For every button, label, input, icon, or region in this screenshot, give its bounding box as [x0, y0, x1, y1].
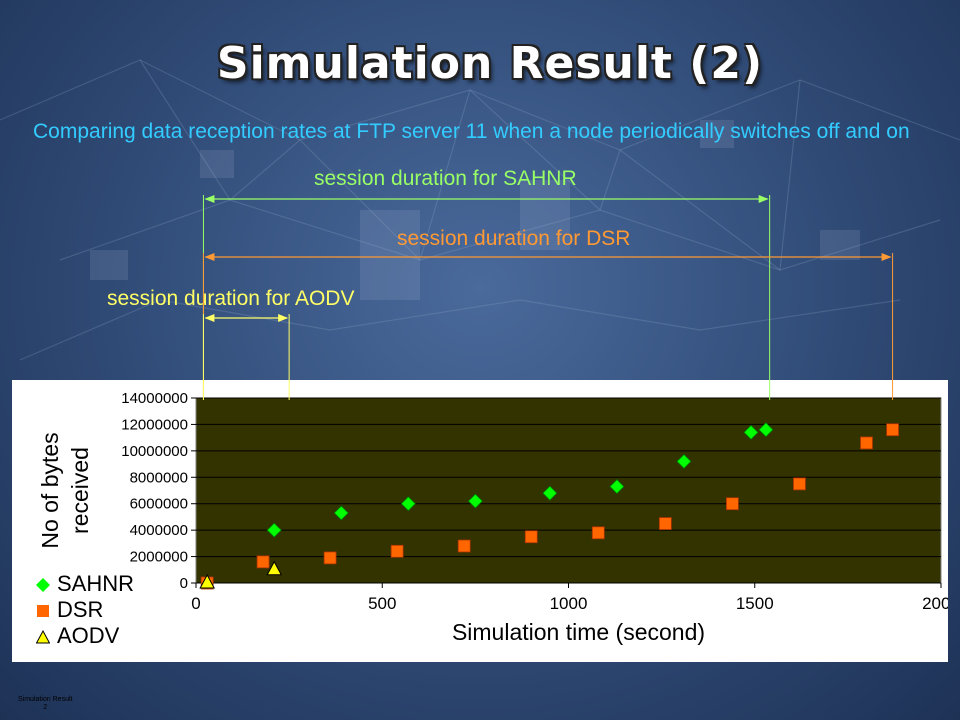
slide-footer: Simulation Result 2 — [18, 696, 72, 712]
data-point-sahnr — [542, 485, 558, 501]
triangle-marker-icon — [36, 630, 50, 644]
data-point-sahnr — [758, 422, 774, 438]
x-axis-label: Simulation time (second) — [452, 619, 705, 645]
x-tick-label: 500 — [368, 594, 396, 613]
data-point-dsr — [886, 423, 899, 437]
annotation-dsr: session duration for DSR — [397, 227, 631, 250]
y-tick-label: 2000000 — [130, 549, 188, 566]
annotation-sahnr: session duration for SAHNR — [314, 167, 577, 190]
y-axis-label: No of bytes received — [37, 432, 93, 548]
chart-panel: 0 2000000 4000000 6000000 8000000 10000000 120… — [12, 380, 948, 662]
slide-subtitle: Comparing data reception rates at FTP se… — [33, 120, 910, 143]
diamond-marker-icon — [36, 578, 50, 592]
footer-title: Simulation Result — [18, 696, 73, 703]
data-point-dsr — [524, 530, 538, 544]
legend-label: AODV — [57, 623, 120, 648]
data-point-dsr — [457, 539, 471, 553]
footer-page: 2 — [43, 704, 48, 711]
y-tick-label: 0 — [180, 575, 188, 592]
x-tick-label: 1500 — [736, 594, 774, 613]
legend-label: SAHNR — [57, 571, 135, 596]
y-tick-label: 4000000 — [130, 522, 188, 539]
x-tick-label: 1000 — [550, 594, 588, 613]
slide-title: Simulation Result (2) — [216, 38, 764, 89]
data-point-sahnr — [467, 493, 483, 509]
legend-item-sahnr: SAHNR — [22, 571, 172, 599]
square-marker-icon — [37, 605, 49, 617]
data-point-sahnr — [333, 505, 349, 521]
data-point-sahnr — [400, 496, 416, 512]
chart-legend: SAHNR DSR AODV — [22, 571, 172, 651]
legend-label: DSR — [57, 597, 104, 622]
data-point-dsr — [591, 526, 605, 540]
data-point-dsr — [323, 551, 337, 565]
data-point-dsr — [726, 497, 739, 511]
scatter-chart: 0 2000000 4000000 6000000 8000000 10000000 120… — [37, 390, 948, 645]
data-point-aodv — [266, 560, 283, 576]
y-tick-label: 10000000 — [121, 443, 188, 460]
data-point-dsr — [793, 477, 806, 491]
data-point-sahnr — [266, 522, 282, 538]
y-tick-label: 12000000 — [121, 416, 188, 433]
annotation-aodv: session duration for AODV — [107, 287, 355, 310]
data-point-dsr — [860, 436, 873, 450]
x-tick-label: 0 — [191, 594, 200, 613]
legend-item-dsr: DSR — [22, 597, 172, 625]
data-point-dsr — [256, 555, 270, 569]
y-tick-label: 8000000 — [130, 469, 188, 486]
y-tick-label: 14000000 — [121, 390, 188, 407]
data-point-dsr — [390, 544, 404, 558]
data-point-sahnr — [609, 478, 625, 495]
data-point-dsr — [658, 517, 672, 530]
plot-area — [195, 397, 942, 584]
legend-item-aodv: AODV — [22, 623, 172, 651]
x-tick-label: 2000 — [922, 594, 948, 613]
data-point-aodv — [199, 573, 216, 589]
y-tick-label: 6000000 — [130, 496, 188, 513]
data-point-sahnr — [676, 453, 692, 469]
data-point-sahnr — [743, 424, 759, 440]
